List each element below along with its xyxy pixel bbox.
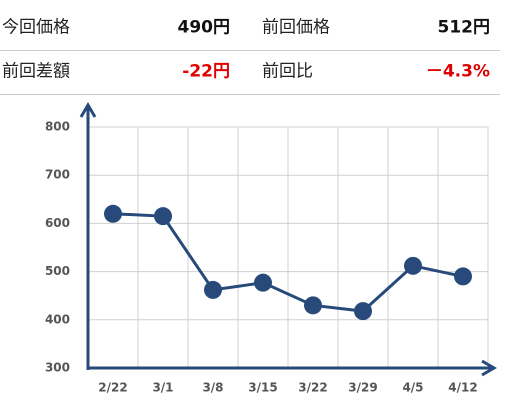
point [354, 302, 372, 321]
x-tick-label: 2/22 [98, 381, 127, 395]
value: 490円 [177, 17, 231, 38]
x-tick-label: 3/1 [152, 381, 173, 395]
label: 前回差額 [2, 61, 70, 82]
y-tick-label: 500 [45, 264, 70, 278]
point [254, 273, 272, 292]
point [104, 204, 122, 223]
y-tick-label: 700 [45, 168, 70, 182]
chart: 300 400 500 600 700 800 2/22 3/1 3/8 3/15 3/22 3/29… [45, 102, 497, 395]
point [204, 280, 222, 299]
x-tick-label: 3/29 [348, 381, 377, 395]
label: 前回価格 [262, 17, 330, 38]
x-tick-label: 3/15 [248, 381, 277, 395]
label: 今回価格 [2, 17, 70, 38]
y-tick-label: 400 [45, 312, 70, 326]
y-tick-label: 600 [45, 216, 70, 230]
x-tick-label: 4/12 [448, 381, 477, 395]
x-tick-label: 3/8 [202, 381, 223, 395]
value: －4.3% [425, 61, 490, 82]
x-tick-label: 4/5 [402, 381, 423, 395]
y-tick-label: 800 [45, 120, 70, 134]
x-tick-label: 3/22 [298, 381, 327, 395]
y-axis-arrow [79, 102, 97, 118]
y-tick-label: 300 [45, 361, 70, 375]
point [304, 296, 322, 315]
point [454, 267, 472, 286]
point [154, 207, 172, 226]
value: 512円 [437, 17, 491, 38]
summary-row: 今回価格 490円 前回価格 512円 [0, 0, 500, 51]
line [112, 212, 464, 313]
summary-row: 前回差額 -22円 前回比 －4.3% [0, 44, 500, 95]
x-axis-arrow [481, 359, 497, 377]
label: 前回比 [262, 61, 313, 82]
point [404, 256, 422, 275]
value: -22円 [182, 61, 230, 82]
